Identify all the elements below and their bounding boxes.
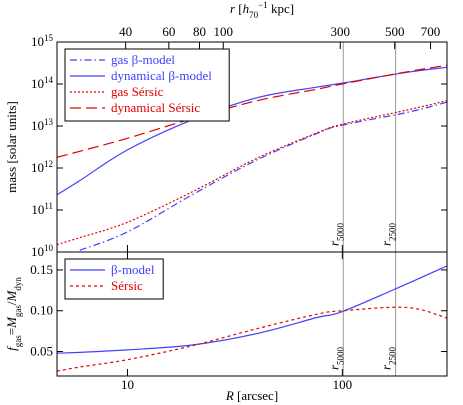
y-tick-label: 1015 <box>31 33 54 49</box>
label-part: kpc] <box>268 1 294 16</box>
x2-axis-label: r [h70−1 kpc] <box>230 0 294 20</box>
x2-tick-label: 80 <box>193 24 206 39</box>
y-tick-label: 1010 <box>31 243 54 259</box>
y-tick-label: 0.10 <box>30 303 53 318</box>
label-part: dyn <box>13 277 23 291</box>
tick-exp: 14 <box>44 75 54 85</box>
y-tick-label: 1011 <box>31 201 53 217</box>
tick-exp: 11 <box>44 201 53 211</box>
legend-label: dynamical Sérsic <box>111 100 200 115</box>
x-axis-label: R [arcsec] <box>225 388 278 403</box>
label-part: 5000 <box>335 222 345 241</box>
x2-tick-label: 40 <box>119 24 132 39</box>
label-part: f <box>4 345 19 351</box>
x-tick-label: 100 <box>333 377 353 392</box>
marker-label: r5000 <box>326 222 345 246</box>
label-part: 2500 <box>388 222 398 241</box>
plot-frame <box>56 251 448 377</box>
label-part: r <box>326 364 341 370</box>
legend-label: Sérsic <box>111 278 143 293</box>
legend-label: gas β-model <box>111 52 175 67</box>
legend-box <box>64 48 230 122</box>
label-part: / <box>4 301 19 305</box>
label-part: 5000 <box>335 346 345 365</box>
marker-label: r2500 <box>379 222 398 246</box>
tick-exp: 12 <box>44 159 53 169</box>
label-part: 70 <box>249 10 259 20</box>
tick-exp: 13 <box>44 117 54 127</box>
y-tick-label: 1013 <box>31 117 54 133</box>
x2-tick-label: 700 <box>421 24 441 39</box>
label-part: R <box>225 388 234 403</box>
label-part: 2500 <box>388 346 398 365</box>
tick-base: 10 <box>31 118 44 133</box>
label-part: M <box>4 316 19 329</box>
tick-base: 10 <box>31 160 44 175</box>
x-tick-label: 10 <box>121 377 134 392</box>
y-tick-label: 0.05 <box>30 344 53 359</box>
label-part: r <box>326 240 341 246</box>
x2-tick-label: 500 <box>385 24 405 39</box>
tick-base: 10 <box>31 244 44 259</box>
label-part: [arcsec] <box>234 388 278 403</box>
label-part: r <box>379 240 394 246</box>
legend-label: gas Sérsic <box>111 84 164 99</box>
label-part: gas <box>13 335 23 347</box>
x2-tick-label: 300 <box>331 24 351 39</box>
marker-label: r2500 <box>379 346 398 370</box>
y-tick-label: 1012 <box>31 159 53 175</box>
marker-label: r5000 <box>326 346 345 370</box>
legend-label: β-model <box>111 262 155 277</box>
label-part: h <box>243 1 250 16</box>
tick-base: 10 <box>31 34 44 49</box>
tick-exp: 15 <box>44 33 54 43</box>
label-part: r <box>379 364 394 370</box>
data-line <box>57 64 447 158</box>
data-line <box>57 265 447 354</box>
data-line <box>79 101 447 251</box>
label-part: gas <box>13 305 23 317</box>
data-line <box>57 306 447 372</box>
x2-tick-label: 100 <box>213 24 233 39</box>
y-tick-label: 1014 <box>31 75 54 91</box>
label-part: [ <box>235 1 243 16</box>
y-tick-label: 0.15 <box>30 262 53 277</box>
tick-base: 0.10 <box>30 303 53 318</box>
label-part: mass [solar units] <box>4 101 19 193</box>
legend-label: dynamical β-model <box>111 68 212 83</box>
label-part: −1 <box>258 0 268 10</box>
tick-base: 10 <box>31 202 44 217</box>
tick-exp: 10 <box>44 243 54 253</box>
label-part: r <box>230 1 236 16</box>
tick-base: 10 <box>31 76 44 91</box>
y-axis-label: mass [solar units] <box>4 101 19 193</box>
label-part: = <box>4 328 19 335</box>
x2-tick-label: 60 <box>162 24 175 39</box>
legend-box <box>64 258 164 300</box>
y-axis-label: fgas=Mgas/Mdyn <box>4 277 23 351</box>
label-part: M <box>4 289 19 302</box>
